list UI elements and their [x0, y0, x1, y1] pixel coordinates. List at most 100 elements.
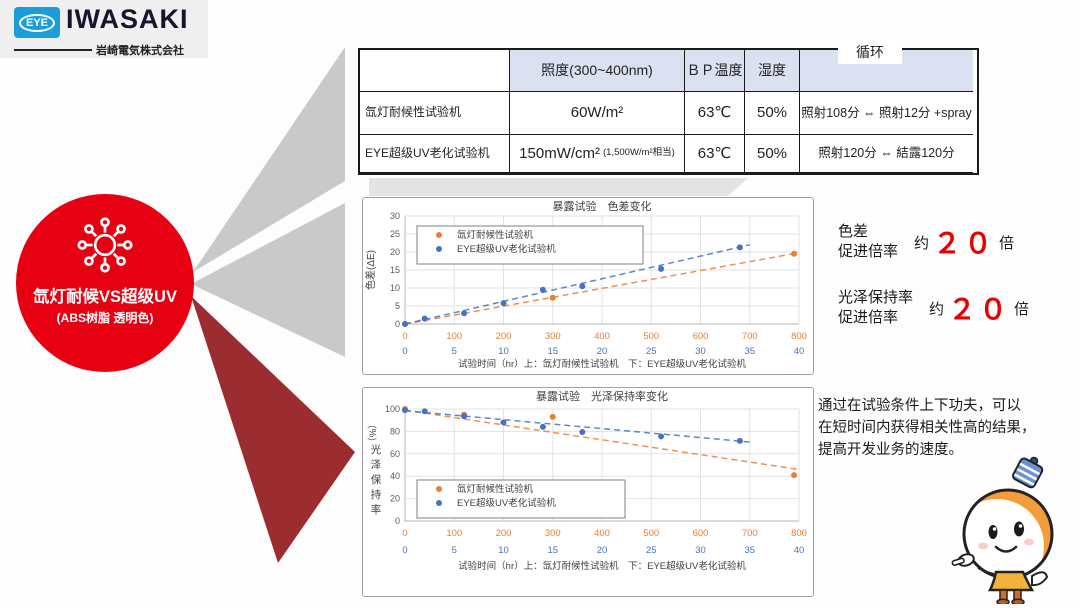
svg-text:80: 80: [390, 426, 400, 436]
sun-rays-icon: [77, 217, 133, 273]
color-difference-chart: 0 5 10 15 20 25 30 0 100 200 300 400 500 600 700 800 0 5 1…: [362, 197, 814, 375]
svg-text:700: 700: [742, 331, 758, 342]
svg-text:30: 30: [695, 545, 706, 556]
svg-text:5: 5: [452, 545, 457, 556]
svg-text:暴露试验 光泽保持率变化: 暴露试验 光泽保持率变化: [536, 389, 668, 403]
table-cell-bp-temp: 63℃: [685, 135, 745, 173]
svg-text:EYE超级UV老化试验机: EYE超级UV老化试验机: [457, 497, 556, 509]
svg-text:5: 5: [452, 346, 457, 357]
illuminance-value: 150mW/cm²: [519, 144, 601, 162]
topic-badge: 氙灯耐候VS超级UV (ABS树脂 透明色): [16, 194, 194, 372]
eye-logo-label: EYE: [18, 13, 55, 32]
badge-title: 氙灯耐候VS超级UV: [33, 288, 177, 306]
gloss-retention-rate: 光泽保持率 促进倍率 约 ２０ 倍: [838, 288, 1029, 329]
svg-text:20: 20: [597, 346, 608, 357]
svg-text:600: 600: [693, 528, 709, 539]
svg-text:色差(ΔE): 色差(ΔE): [364, 250, 377, 290]
table-header-bp-temp: ＢＰ温度: [685, 50, 745, 92]
gray-band: [369, 178, 748, 196]
svg-text:氙灯耐候性试验机: 氙灯耐候性试验机: [457, 483, 534, 495]
gray-triangle-middle: [191, 203, 345, 357]
svg-text:持: 持: [371, 488, 382, 501]
svg-text:0: 0: [402, 545, 407, 556]
rate-suffix: 倍: [1014, 300, 1030, 318]
svg-text:35: 35: [744, 346, 755, 357]
table-header-humidity: 湿度: [745, 50, 800, 92]
table-header-empty: [360, 50, 510, 92]
svg-text:0: 0: [395, 516, 400, 526]
svg-text:15: 15: [390, 265, 400, 275]
svg-text:100: 100: [446, 331, 462, 342]
svg-text:10: 10: [390, 283, 400, 293]
svg-text:30: 30: [695, 346, 706, 357]
rate-number: ２０: [948, 294, 1011, 326]
svg-text:试验时间（hr）上：氙灯耐候性试验机 下：EYE超级UV老化: 试验时间（hr）上：氙灯耐候性试验机 下：EYE超级UV老化试验机: [458, 358, 746, 370]
table-row-label: 氙灯耐候性试验机: [360, 92, 510, 135]
svg-text:10: 10: [498, 545, 509, 556]
svg-text:40: 40: [794, 545, 805, 556]
rate-number: ２０: [933, 228, 996, 260]
svg-text:25: 25: [646, 545, 657, 556]
svg-text:300: 300: [545, 528, 561, 539]
svg-text:800: 800: [791, 528, 807, 539]
svg-text:100: 100: [385, 404, 400, 414]
eye-logo-icon: EYE: [14, 7, 60, 38]
rate-value: 约 ２０ 倍: [914, 222, 1014, 262]
svg-text:EYE超级UV老化试验机: EYE超级UV老化试验机: [457, 243, 556, 255]
svg-text:25: 25: [646, 346, 657, 357]
gray-triangle-top: [193, 47, 345, 272]
conclusion-note: 通过在试验条件上下功夫，可以 在短时间内获得相关性高的结果， 提高开发业务的速度…: [818, 398, 1036, 458]
svg-text:30: 30: [390, 211, 400, 221]
svg-text:700: 700: [742, 528, 758, 539]
svg-text:0: 0: [402, 331, 407, 342]
rate-label: 光泽保持率 促进倍率: [838, 289, 914, 327]
svg-text:400: 400: [594, 331, 610, 342]
svg-text:0: 0: [402, 346, 407, 357]
svg-text:15: 15: [547, 545, 558, 556]
svg-text:保: 保: [371, 473, 382, 486]
svg-text:40: 40: [390, 471, 400, 481]
table-cell-illuminance: 150mW/cm² (1,500W/m²相当): [510, 135, 685, 173]
svg-text:800: 800: [791, 331, 807, 342]
test-condition-table: 照度(300~400nm) ＢＰ温度 湿度 循环 氙灯耐候性试验机 60W/m²…: [358, 40, 979, 175]
svg-text:5: 5: [395, 301, 400, 311]
svg-text:氙灯耐候性试验机: 氙灯耐候性试验机: [457, 229, 534, 241]
table-cell-cycle: 照射108分 ⇔ 照射12分 +spray: [800, 92, 973, 135]
svg-text:（%）: （%）: [367, 419, 379, 446]
table-cell-humidity: 50%: [745, 135, 800, 173]
svg-text:200: 200: [496, 331, 512, 342]
maroon-triangle-bottom: [191, 296, 355, 563]
svg-text:35: 35: [744, 545, 755, 556]
svg-text:20: 20: [597, 545, 608, 556]
logo-area: EYE IWASAKI 岩崎電気株式会社: [0, 0, 208, 58]
company-name: 岩崎電気株式会社: [96, 45, 184, 57]
svg-text:15: 15: [547, 346, 558, 357]
svg-text:率: 率: [371, 503, 382, 516]
svg-text:光: 光: [371, 443, 382, 456]
rule-line: [14, 49, 92, 51]
table-header-cycle-label: 循环: [838, 40, 902, 65]
gloss-retention-chart: 0 20 40 60 80 100 0 100 200 300 400 500 600 700 800 0 5 1…: [362, 387, 814, 597]
svg-text:20: 20: [390, 494, 400, 504]
svg-text:暴露试验 色差变化: 暴露试验 色差变化: [553, 199, 652, 213]
lamp-mascot: [951, 456, 1054, 604]
rate-suffix: 倍: [999, 234, 1015, 252]
svg-text:500: 500: [643, 331, 659, 342]
svg-text:25: 25: [390, 229, 400, 239]
table-cell-humidity: 50%: [745, 92, 800, 135]
svg-text:60: 60: [390, 449, 400, 459]
svg-text:20: 20: [390, 247, 400, 257]
svg-text:100: 100: [446, 528, 462, 539]
svg-text:10: 10: [498, 346, 509, 357]
table-header-illuminance: 照度(300~400nm): [510, 50, 685, 92]
rate-label: 色差 促进倍率: [838, 223, 899, 261]
svg-text:0: 0: [395, 319, 400, 329]
rate-value: 约 ２０ 倍: [929, 288, 1029, 328]
svg-text:200: 200: [496, 528, 512, 539]
svg-text:40: 40: [794, 346, 805, 357]
svg-text:400: 400: [594, 528, 610, 539]
table-cell-bp-temp: 63℃: [685, 92, 745, 135]
illuminance-note: (1,500W/m²相当): [603, 147, 675, 159]
